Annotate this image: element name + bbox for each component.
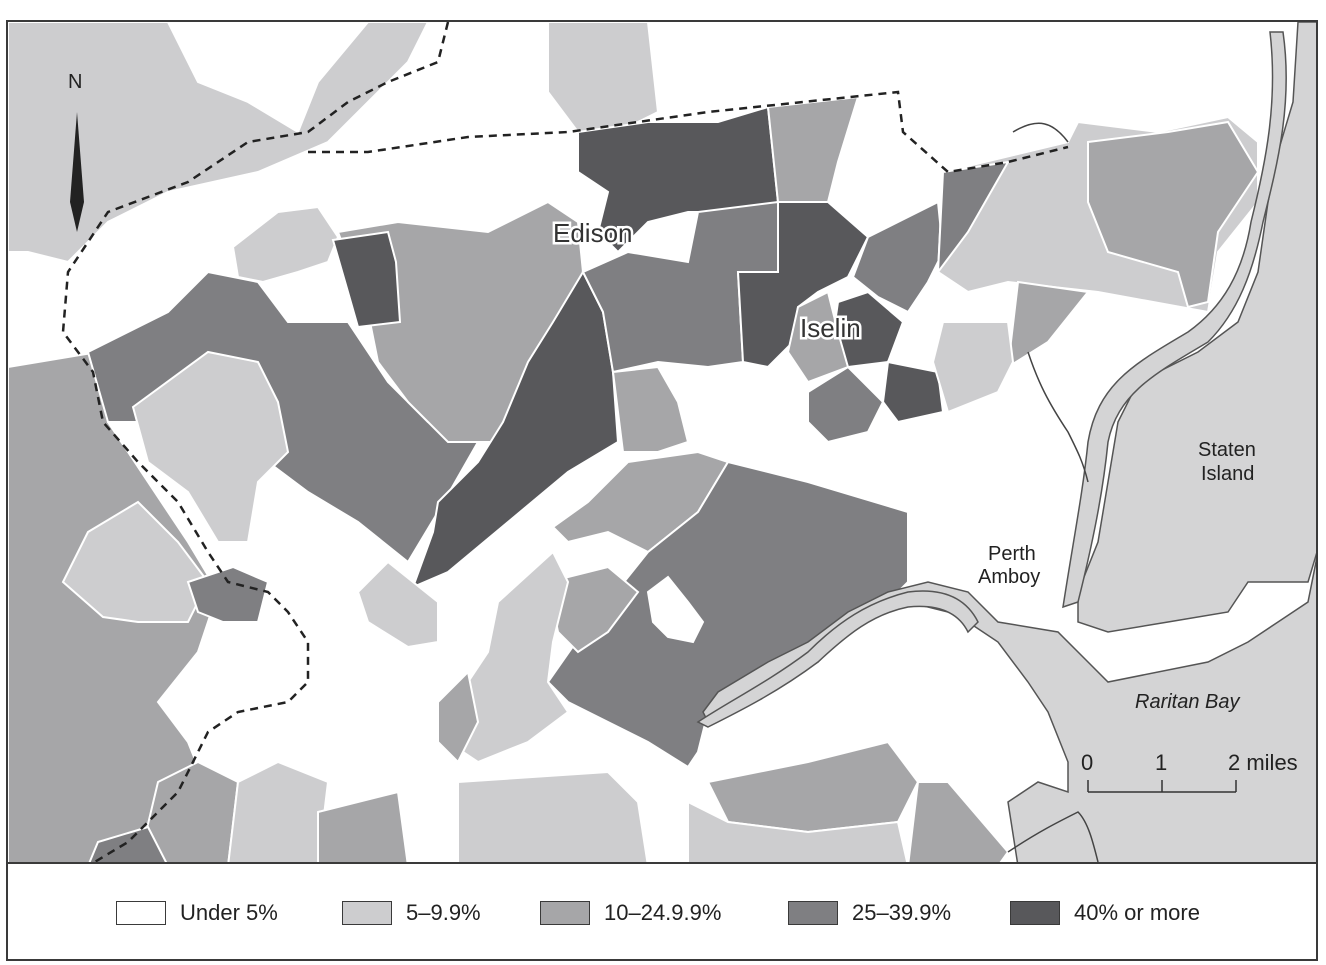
tract-5-9-northwest [8, 22, 430, 264]
tract-10-24-south-band [551, 450, 730, 554]
creek-south [1007, 811, 1099, 862]
tract-5-9-east-south [931, 321, 1015, 414]
tract-40-plus-southeast-iselin [881, 360, 945, 424]
scale-tick-1: 1 [1155, 750, 1167, 775]
tract-10-24-bottom-2 [317, 790, 409, 862]
tract-10-24-east-inner [1087, 120, 1260, 309]
legend-item-5-9: 5–9.9% [342, 900, 481, 926]
arthur-kill [1062, 31, 1287, 609]
tract-5-9-north-corner [547, 22, 660, 133]
place-label-iselin: Iselin [800, 313, 861, 343]
legend-label-10-24: 10–24.9.9% [604, 900, 722, 925]
creek-perth-amboy [1027, 351, 1089, 483]
legend-item-10-24: 10–24.9.9% [540, 900, 721, 926]
tract-25-39-iselin-east [851, 200, 945, 314]
tract-25-39-southwest-small [186, 565, 270, 623]
legend-item-40-plus: 40% or more [1010, 900, 1200, 926]
tract-40-plus-north [577, 105, 780, 254]
census-tract-map: N Edison Iselin Staten Island Perth Ambo… [8, 22, 1316, 862]
place-label-edison: Edison [553, 218, 633, 248]
legend-label-40-plus: 40% or more [1074, 900, 1200, 925]
legend-swatch-under-5 [116, 901, 166, 925]
legend-swatch-40-plus [1010, 901, 1060, 925]
tract-10-24-bottom-4 [907, 781, 1010, 862]
tract-40-plus-west [331, 230, 402, 329]
place-label-staten-island-line1: Staten [1198, 439, 1256, 461]
map-frame: N Edison Iselin Staten Island Perth Ambo… [6, 20, 1318, 864]
place-label-perth-amboy-line2: Amboy [978, 566, 1040, 588]
scale-tick-0: 0 [1081, 750, 1093, 775]
tract-5-9-near-edison [231, 205, 340, 284]
north-arrow-icon [70, 112, 84, 232]
tract-10-24-east-south [1006, 280, 1090, 369]
legend-label-25-39: 25–39.9% [852, 900, 952, 925]
legend-swatch-10-24 [540, 901, 590, 925]
tract-5-9-bottom-3 [687, 800, 909, 862]
legend-item-25-39: 25–39.9% [788, 900, 951, 926]
north-arrow: N [68, 71, 84, 232]
place-label-staten-island-line2: Island [1201, 463, 1254, 485]
tract-10-24-south-sliver [437, 669, 480, 764]
tract-10-24-south-pocket [546, 565, 640, 654]
raritan-river [696, 590, 979, 728]
legend-label-under-5: Under 5% [180, 900, 278, 925]
legend-swatch-5-9 [342, 901, 392, 925]
legend: Under 5% 5–9.9% 10–24.9.9% 25–39.9% 40% … [6, 864, 1318, 961]
tract-5-9-south-west-block [356, 560, 439, 649]
scale-tick-2: 2 miles [1228, 750, 1298, 775]
tract-5-9-bottom-2 [457, 770, 649, 862]
township-boundary [61, 22, 1069, 862]
creek-north [1012, 122, 1069, 143]
tract-10-24-south-central [611, 365, 690, 453]
scale-bar: 0 1 2 miles [1081, 750, 1298, 793]
place-label-perth-amboy-line1: Perth [988, 543, 1036, 565]
tract-5-9-west-inner [131, 350, 290, 543]
tract-under-5-south-hole [646, 575, 705, 644]
legend-item-under-5: Under 5% [116, 900, 278, 926]
north-arrow-label: N [68, 71, 82, 93]
place-label-raritan-bay: Raritan Bay [1135, 691, 1240, 713]
legend-label-5-9: 5–9.9% [406, 900, 481, 925]
tract-25-39-iselin-south [807, 365, 885, 444]
legend-swatch-25-39 [788, 901, 838, 925]
